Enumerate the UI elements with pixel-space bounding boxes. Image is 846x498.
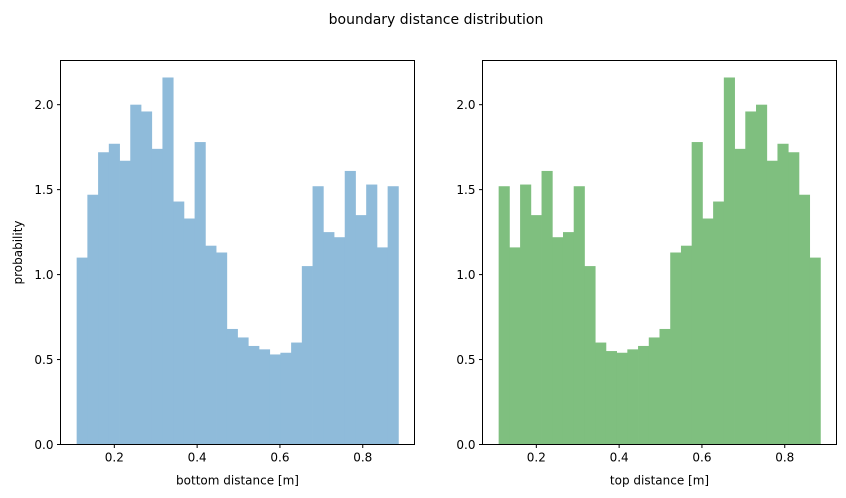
- histogram-bar: [162, 77, 174, 445]
- y-tick-label: 0.0: [456, 438, 475, 452]
- histogram-bar: [734, 148, 746, 445]
- histogram-bar: [552, 237, 564, 445]
- histogram-bar: [334, 237, 346, 445]
- histogram-bar: [627, 349, 639, 445]
- histogram-bar: [269, 354, 281, 445]
- histogram-bar: [98, 152, 110, 445]
- histogram-bar: [713, 201, 725, 445]
- x-tick-label: 0.6: [692, 451, 711, 465]
- histogram-bar: [691, 142, 703, 445]
- histogram-bar: [702, 218, 714, 445]
- y-tick-label: 0.5: [34, 353, 53, 367]
- histogram-bar: [595, 342, 607, 445]
- histogram-bar: [173, 201, 185, 445]
- y-tick-label: 1.0: [34, 268, 53, 282]
- histogram-bar: [573, 186, 585, 445]
- y-tick-label: 2.0: [456, 98, 475, 112]
- histogram-bar: [151, 148, 163, 445]
- x-axis-label: top distance [m]: [610, 474, 709, 488]
- top-distance-histogram: 0.0 0.5 1.0 1.5 2.0 0.2 0.4 0.6 0.8 top distanc…: [456, 60, 837, 488]
- histogram-bar: [366, 184, 378, 445]
- histogram-bar: [498, 186, 510, 445]
- x-tick-label: 0.4: [188, 451, 207, 465]
- histogram-bar: [638, 345, 650, 445]
- histogram-bar: [291, 342, 303, 445]
- histogram-bar: [301, 266, 313, 445]
- x-tick-label: 0.6: [270, 451, 289, 465]
- histogram-bar: [766, 160, 778, 445]
- histogram-bar: [680, 245, 693, 445]
- x-tick-label: 0.8: [775, 451, 794, 465]
- histogram-bar: [76, 257, 88, 445]
- histogram-bar: [648, 337, 660, 445]
- figure-title: boundary distance distribution: [329, 12, 544, 28]
- histogram-bar: [312, 186, 324, 445]
- histogram-bar: [323, 232, 335, 445]
- histogram-bar: [541, 170, 553, 445]
- histogram-bar: [809, 257, 821, 445]
- histogram-bar: [258, 349, 271, 445]
- axes-frame: [60, 60, 415, 445]
- histogram-bar: [756, 104, 768, 445]
- histogram-bar: [777, 143, 789, 445]
- histogram-bar: [140, 111, 153, 445]
- y-axis-ticks: 0.0 0.5 1.0 1.5 2.0: [34, 98, 61, 452]
- y-tick-label: 2.0: [34, 98, 53, 112]
- histogram-bar: [119, 160, 131, 445]
- x-axis-label: bottom distance [m]: [176, 474, 299, 488]
- histogram-bar: [788, 152, 800, 445]
- histogram-bar: [194, 142, 206, 445]
- axes-frame: [482, 60, 837, 445]
- histogram-bar: [387, 186, 399, 445]
- histogram-bar: [530, 215, 542, 445]
- histogram-bar: [605, 351, 617, 445]
- y-tick-label: 1.0: [456, 268, 475, 282]
- histogram-bar: [216, 252, 228, 445]
- histogram-bar: [670, 252, 682, 445]
- histogram-bar: [355, 215, 367, 445]
- x-tick-label: 0.8: [353, 451, 372, 465]
- x-tick-label: 0.4: [610, 451, 629, 465]
- histogram-bar: [376, 247, 389, 445]
- histogram-bar: [237, 337, 249, 445]
- histogram-bar: [87, 194, 99, 445]
- histogram-bar: [659, 328, 671, 445]
- histogram-bar: [280, 352, 292, 445]
- histogram-bar: [723, 77, 735, 445]
- y-axis-label: probability: [11, 220, 25, 284]
- histogram-bar: [108, 143, 120, 445]
- histogram-bar: [509, 247, 521, 445]
- histogram-bar: [344, 170, 356, 445]
- histogram-bar: [183, 218, 195, 445]
- histogram-bar: [248, 345, 260, 445]
- x-tick-label: 0.2: [527, 451, 546, 465]
- histogram-bar: [562, 232, 575, 445]
- histogram-bar: [205, 245, 217, 445]
- histogram-bar: [616, 352, 628, 445]
- histogram-bars: [498, 77, 821, 445]
- histogram-bar: [130, 104, 142, 445]
- y-tick-label: 0.5: [456, 353, 475, 367]
- y-axis-ticks: 0.0 0.5 1.0 1.5 2.0: [456, 98, 483, 452]
- histogram-bar: [584, 266, 596, 445]
- y-tick-label: 1.5: [456, 183, 475, 197]
- histogram-bar: [745, 111, 757, 445]
- y-tick-label: 1.5: [34, 183, 53, 197]
- x-axis-ticks: 0.2 0.4 0.6 0.8: [105, 444, 372, 465]
- bottom-distance-histogram: 0.0 0.5 1.0 1.5 2.0 0.2 0.4 0.6 0.8 bottom dist…: [11, 60, 415, 488]
- histogram-bar: [226, 328, 238, 445]
- x-tick-label: 0.2: [105, 451, 124, 465]
- y-tick-label: 0.0: [34, 438, 53, 452]
- histogram-bar: [520, 184, 532, 445]
- histogram-bar: [798, 194, 811, 445]
- histogram-bars: [76, 77, 399, 445]
- x-axis-ticks: 0.2 0.4 0.6 0.8: [527, 444, 794, 465]
